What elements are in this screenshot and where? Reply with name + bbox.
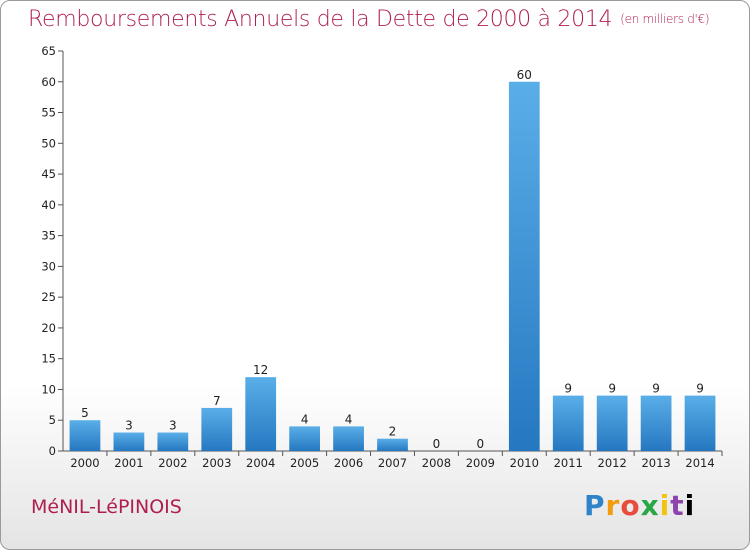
- x-tick-label: 2005: [290, 456, 319, 470]
- y-tick-label: 5: [49, 413, 56, 427]
- y-tick-label: 45: [41, 167, 56, 181]
- logo-letter: i: [684, 489, 696, 522]
- x-tick-label: 2012: [598, 456, 627, 470]
- x-tick-label: 2004: [246, 456, 275, 470]
- y-tick-label: 60: [41, 75, 56, 89]
- logo-letter: t: [670, 489, 685, 522]
- data-label: 9: [652, 382, 660, 396]
- y-tick-label: 40: [41, 198, 56, 212]
- logo-letter: i: [659, 489, 671, 522]
- bar: [333, 426, 364, 451]
- data-label: 0: [477, 437, 485, 451]
- y-tick-label: 55: [41, 106, 56, 120]
- bar: [245, 377, 277, 451]
- data-label: 5: [81, 406, 89, 420]
- y-tick-label: 50: [41, 136, 56, 150]
- bars: [69, 81, 716, 452]
- y-tick-label: 0: [49, 444, 56, 458]
- bar: [508, 81, 540, 452]
- proxiti-logo[interactable]: Proxiti: [584, 489, 695, 522]
- data-label: 9: [696, 382, 704, 396]
- x-tick-label: 2002: [158, 456, 187, 470]
- y-tick-label: 35: [41, 229, 56, 243]
- data-label: 3: [125, 419, 133, 433]
- data-label: 7: [213, 394, 221, 408]
- data-label: 2: [389, 425, 397, 439]
- logo-letter: P: [584, 489, 606, 522]
- y-tick-label: 15: [41, 352, 56, 366]
- bar: [640, 395, 672, 451]
- y-tick-label: 25: [41, 290, 56, 304]
- data-label: 4: [345, 412, 353, 426]
- logo-letter: r: [605, 489, 621, 522]
- bar: [552, 395, 584, 451]
- data-label: 3: [169, 419, 177, 433]
- bar: [113, 432, 145, 451]
- logo-letter: x: [640, 489, 660, 522]
- x-tick-label: 2008: [422, 456, 451, 470]
- chart-title: Remboursements Annuels de la Dette de 20…: [28, 7, 710, 32]
- y-tick-label: 65: [41, 44, 56, 58]
- y-tick-label: 30: [41, 259, 56, 273]
- x-tick-label: 2001: [114, 456, 143, 470]
- x-tick-label: 2006: [334, 456, 363, 470]
- bar: [377, 438, 408, 451]
- x-tick-label: 2009: [466, 456, 495, 470]
- title-text: Remboursements Annuels de la Dette de 20…: [28, 7, 613, 32]
- x-tick-label: 2014: [685, 456, 714, 470]
- bar: [684, 395, 716, 451]
- data-label: 9: [608, 382, 616, 396]
- bar: [289, 426, 321, 451]
- data-label: 60: [517, 68, 532, 82]
- data-label: 9: [564, 382, 572, 396]
- commune-name: MéNIL-LéPINOIS: [31, 496, 182, 518]
- data-label: 0: [433, 437, 441, 451]
- data-label: 4: [301, 412, 309, 426]
- value-labels: 5 3 3 7 12 4 4 2 0 0 60 9 9 9 9: [81, 68, 704, 451]
- bar: [157, 432, 189, 451]
- bar: [69, 420, 101, 451]
- x-tick-label: 2013: [641, 456, 670, 470]
- bar: [201, 407, 233, 451]
- y-tick-label: 10: [41, 382, 56, 396]
- x-tick-label: 2010: [510, 456, 539, 470]
- chart-subtitle: (en milliers d'€): [620, 12, 710, 26]
- bar: [596, 395, 628, 451]
- x-tick-label: 2003: [202, 456, 231, 470]
- logo-letter: o: [620, 489, 641, 522]
- x-tick-label: 2011: [554, 456, 583, 470]
- x-tick-label: 2007: [378, 456, 407, 470]
- y-tick-label: 20: [41, 321, 56, 335]
- data-label: 12: [253, 363, 268, 377]
- x-tick-label: 2000: [70, 456, 99, 470]
